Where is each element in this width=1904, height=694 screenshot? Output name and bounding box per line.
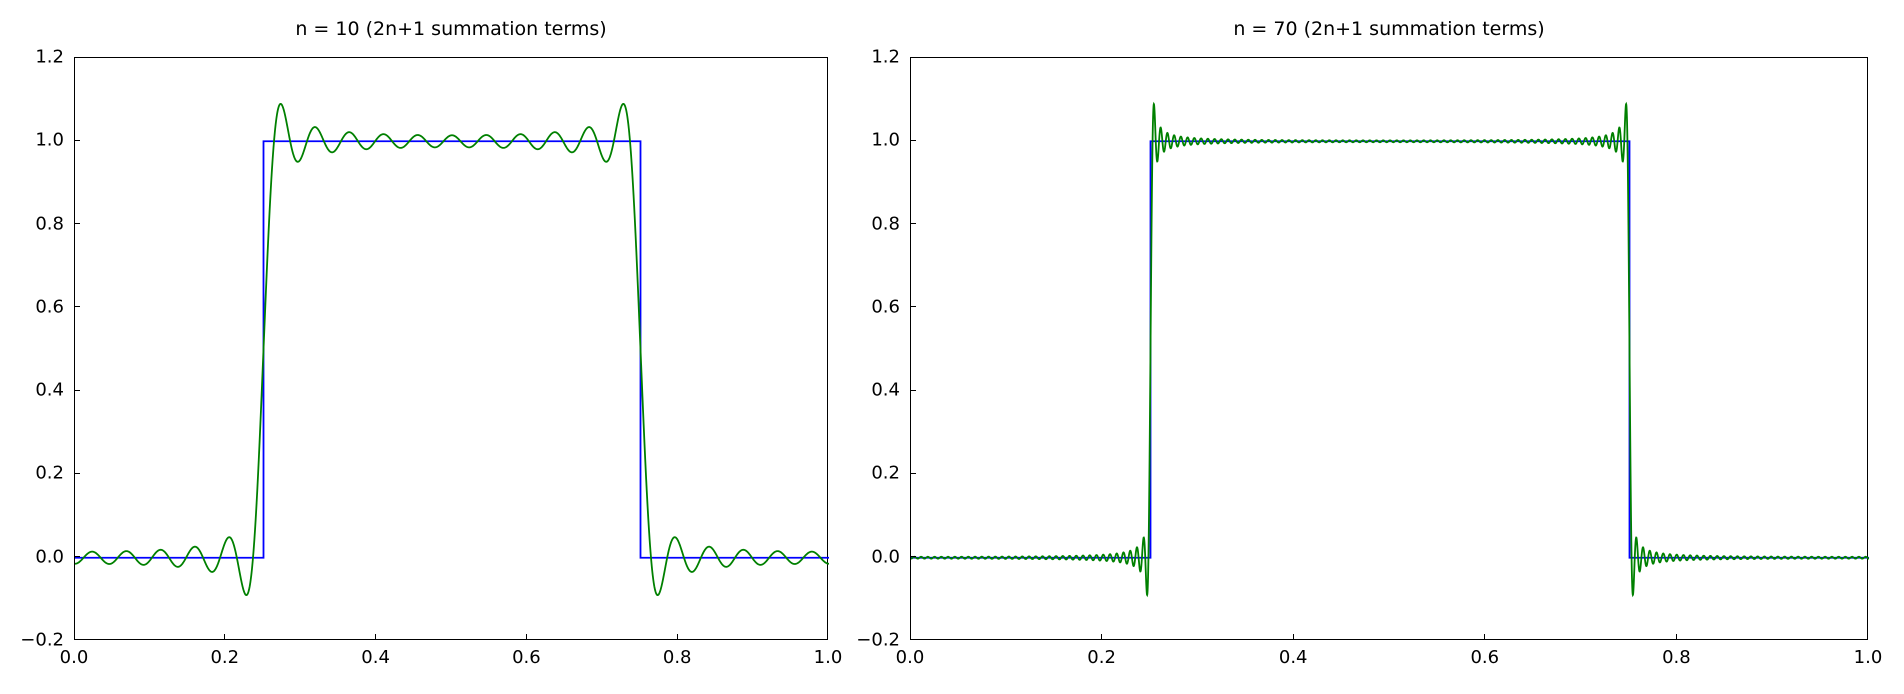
y-tick-mark [910,556,916,558]
y-tick-mark [74,472,80,475]
x-tick-label: 0.4 [361,647,390,668]
y-tick-mark [74,139,80,141]
x-tick-label: 0.0 [59,647,89,668]
y-tick-label: 0.0 [871,546,900,568]
fourier-partial-sum-line [910,101,1870,598]
y-tick-label: 0.6 [35,296,64,318]
y-tick-label: 0.8 [35,213,64,235]
x-tick-mark [1675,634,1677,640]
x-tick-label: 1.0 [813,647,843,668]
x-tick-mark [224,634,226,640]
y-tick-label: 0.0 [35,546,64,568]
x-tick-label: 0.6 [512,647,541,668]
y-tick-label: 0.8 [871,213,900,235]
y-tick-mark [910,306,916,308]
x-tick-mark [375,634,377,640]
x-tick-label: 0.6 [1470,647,1500,668]
plot-title-right: n = 70 (2n+1 summation terms) [1233,18,1545,40]
square-wave-line [75,140,829,559]
x-tick-label: 0.2 [1087,647,1116,668]
x-tick-mark [1292,634,1294,640]
x-tick-label: 0.8 [1662,647,1691,668]
y-tick-label: −0.2 [856,629,900,651]
x-tick-label: 0.2 [210,647,240,668]
x-tick-label: 1.0 [1853,647,1883,668]
x-tick-mark [525,634,527,640]
y-tick-mark [910,472,916,475]
y-tick-label: 0.4 [35,379,64,401]
x-tick-label: 0.8 [662,647,692,668]
x-tick-label: 0.4 [1278,647,1308,668]
y-tick-label: 0.4 [871,379,900,401]
y-tick-label: 0.2 [871,462,900,484]
x-tick-mark [1484,634,1486,640]
y-tick-label: 1.0 [871,129,900,151]
axes-left [74,57,830,640]
x-tick-mark [1101,634,1103,640]
y-tick-mark [74,389,80,391]
y-tick-mark [910,222,916,225]
axes-right [910,57,1870,640]
y-tick-label: 0.2 [35,462,64,484]
y-tick-mark [74,306,80,308]
y-tick-label: −0.2 [20,629,64,651]
y-tick-mark [74,222,80,225]
plot-title-left: n = 10 (2n+1 summation terms) [295,18,607,40]
y-tick-mark [910,139,916,141]
y-tick-mark [910,389,916,391]
y-tick-label: 1.0 [35,129,64,151]
x-tick-mark [676,634,678,640]
square-wave-line [911,140,1869,559]
y-tick-mark [74,556,80,558]
fourier-partial-sum-line [74,102,830,597]
plot-lines-right [910,101,1870,598]
y-tick-label: 0.6 [871,296,900,318]
x-tick-label: 0.0 [895,647,925,668]
y-tick-label: 1.2 [35,46,64,68]
plot-lines-left [74,102,830,597]
y-tick-label: 1.2 [871,46,900,68]
